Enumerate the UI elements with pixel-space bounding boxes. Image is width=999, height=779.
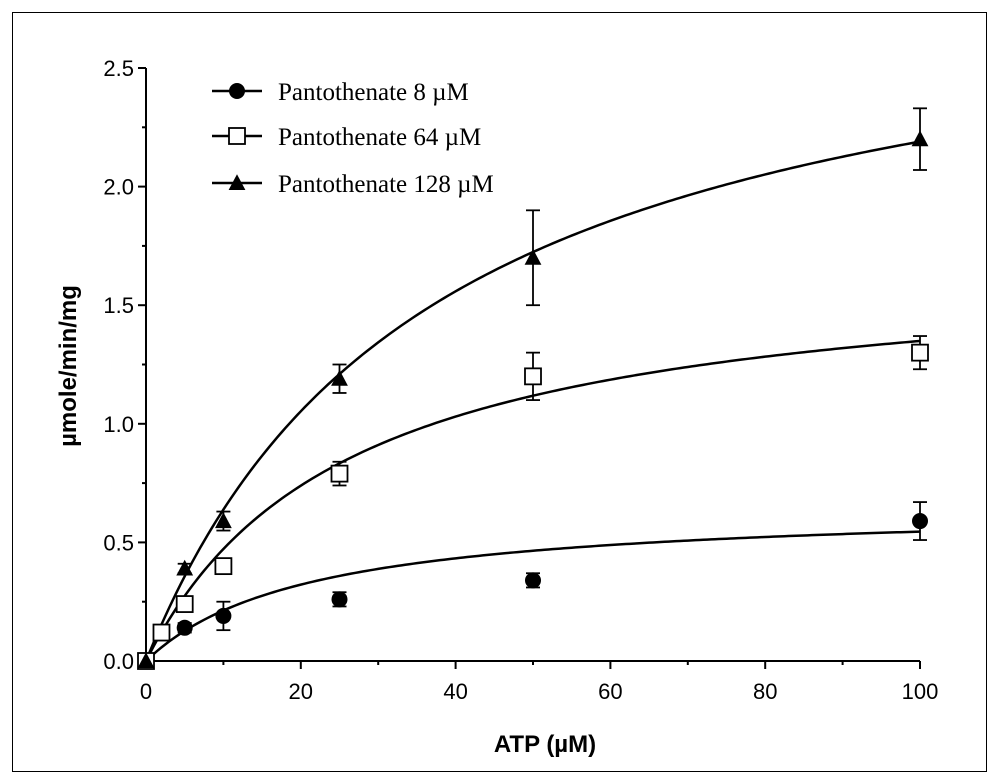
- circle-marker: [229, 83, 245, 99]
- legend-label: Pantothenate 128 µM: [278, 171, 494, 198]
- triangle-marker: [215, 512, 232, 529]
- x-tick-label: 0: [140, 679, 152, 704]
- legend: Pantothenate 8 µM Pantothenate 64 µM Panto…: [212, 79, 494, 198]
- triangle-marker: [911, 130, 929, 147]
- x-tick-label: 60: [598, 679, 622, 704]
- circle-marker: [525, 572, 541, 589]
- y-tick-label: 0.0: [103, 649, 134, 674]
- square-marker: [152, 623, 171, 642]
- triangle-marker: [524, 248, 542, 265]
- circle-marker: [331, 591, 348, 608]
- circle-marker: [176, 619, 193, 636]
- triangle-marker: [176, 559, 194, 576]
- triangle-marker: [137, 652, 155, 669]
- square-marker: [214, 557, 233, 576]
- y-tick-label: 1.5: [103, 293, 134, 318]
- y-tick-label: 0.5: [103, 530, 134, 555]
- x-tick-label: 20: [289, 679, 313, 704]
- square-marker: [911, 343, 929, 362]
- triangle-marker: [228, 174, 246, 191]
- triangle-marker: [331, 369, 348, 386]
- data-points: [137, 107, 929, 670]
- x-tick-label: 80: [753, 679, 777, 704]
- x-tick-label: 100: [902, 679, 939, 704]
- circle-marker: [912, 513, 928, 530]
- y-axis-title: µmole/min/mg: [55, 285, 82, 447]
- axes: 0 20 40 60 80 100 0.0 0.5 1.0 1.5 2.0 2.5: [103, 56, 938, 704]
- y-tick-label: 2.0: [103, 175, 134, 200]
- square-marker: [524, 367, 542, 386]
- chart-frame: [12, 12, 987, 772]
- circle-marker: [215, 607, 232, 624]
- square-marker: [175, 595, 194, 613]
- legend-label: Pantothenate 64 µM: [278, 124, 481, 151]
- y-tick-label: 1.0: [103, 412, 134, 437]
- square-marker: [228, 127, 246, 145]
- square-marker: [330, 464, 349, 483]
- x-tick-label: 40: [443, 679, 467, 704]
- legend-label: Pantothenate 8 µM: [278, 79, 469, 106]
- fit-curve: [145, 530, 921, 662]
- x-axis-title: ATP (µM): [494, 731, 596, 758]
- y-tick-label: 2.5: [103, 56, 134, 81]
